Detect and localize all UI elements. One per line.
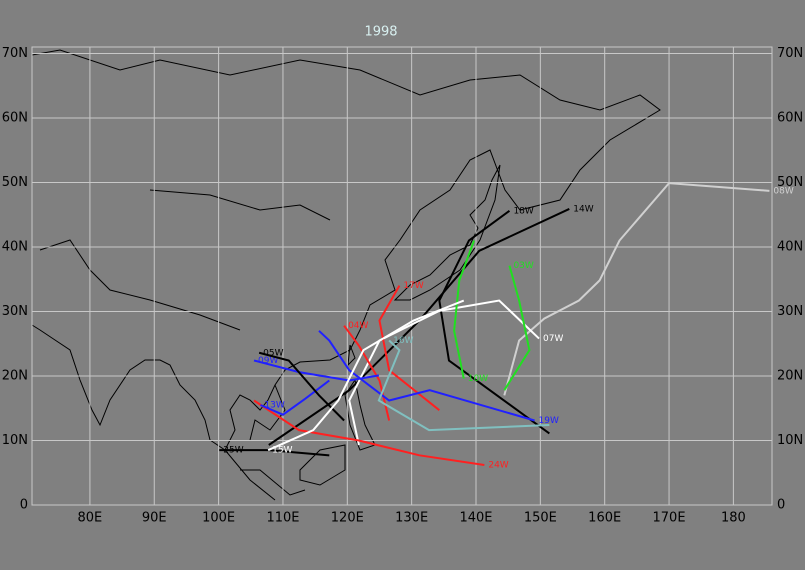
storm-track [438, 210, 550, 435]
x-tick-label: 80E [78, 511, 103, 526]
x-tick-label: 100E [202, 511, 235, 526]
track-label: 13W [264, 401, 284, 411]
track-label: 17W [403, 281, 423, 291]
track-label: 15W [272, 446, 292, 456]
track-label: 16W [393, 336, 413, 346]
storm-track [377, 339, 550, 432]
plot-frame [31, 46, 773, 506]
x-tick-label: 180 [721, 511, 746, 526]
x-tick-label: 130E [395, 511, 428, 526]
storm-track [343, 325, 391, 421]
y-tick-label-right: 30N [777, 304, 803, 319]
y-tick-label-right: 10N [777, 433, 803, 448]
y-tick-label: 70N [2, 46, 28, 61]
storm-track [503, 182, 770, 396]
y-tick-label-right: 0 [777, 498, 785, 513]
y-tick-label-right: 60N [777, 110, 803, 125]
storm-track [253, 399, 485, 466]
y-tick-label: 60N [2, 110, 28, 125]
storm-track [453, 240, 476, 379]
track-label: 25W [223, 446, 243, 456]
storm-track [503, 265, 531, 391]
track-label: 03W [513, 261, 533, 271]
x-tick-label: 160E [588, 511, 621, 526]
storm-track [318, 330, 535, 422]
x-tick-label: 110E [266, 511, 299, 526]
track-label: 14W [573, 204, 593, 214]
y-tick-label: 10N [2, 433, 28, 448]
track-label: 19W [539, 416, 559, 426]
y-tick-label: 40N [2, 239, 28, 254]
x-tick-label: 120E [331, 511, 364, 526]
storm-track [253, 359, 380, 382]
track-label: 04W [348, 321, 368, 331]
track-label: 18W [513, 206, 533, 216]
track-label: 07W [543, 334, 563, 344]
track-label: 10W [468, 374, 488, 384]
track-label: 24W [488, 461, 508, 471]
x-tick-label: 150E [524, 511, 557, 526]
track-label: 09W [258, 356, 278, 366]
track-label: 05W [263, 348, 283, 358]
y-tick-label-right: 20N [777, 368, 803, 383]
storm-track [348, 299, 540, 446]
storm-track [378, 285, 440, 411]
x-tick-label: 170E [653, 511, 686, 526]
y-tick-label: 50N [2, 175, 28, 190]
y-tick-label-right: 50N [777, 175, 803, 190]
storm-track [267, 299, 465, 452]
map-title: 1998 [364, 25, 397, 40]
y-tick-label: 0 [20, 498, 28, 513]
x-tick-label: 90E [142, 511, 167, 526]
y-tick-label: 20N [2, 368, 28, 383]
y-tick-label-right: 70N [777, 46, 803, 61]
storm-track [260, 379, 330, 416]
y-tick-label: 30N [2, 304, 28, 319]
track-label: 08W [773, 186, 793, 196]
y-tick-label-right: 40N [777, 239, 803, 254]
x-tick-label: 140E [459, 511, 492, 526]
